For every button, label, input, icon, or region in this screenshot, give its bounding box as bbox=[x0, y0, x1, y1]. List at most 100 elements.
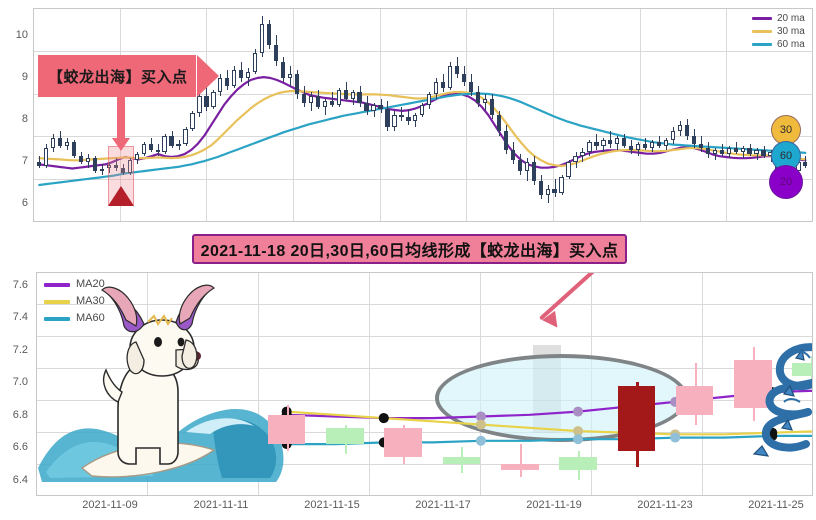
candle-body-down bbox=[267, 414, 306, 445]
candle-body-up bbox=[127, 160, 132, 173]
candle-body-down bbox=[489, 98, 495, 115]
y-tick: 6.6 bbox=[12, 441, 28, 454]
ma-badge-label: 60 bbox=[779, 150, 793, 162]
y-tick: 7.0 bbox=[12, 376, 28, 389]
candle-body-down bbox=[204, 96, 209, 107]
candle-body-down bbox=[552, 189, 557, 194]
candle-body-up bbox=[636, 143, 641, 150]
candle-body-up bbox=[99, 168, 105, 171]
candle-wick bbox=[743, 145, 744, 159]
callout-banner-label: 【蛟龙出海】买入点 bbox=[48, 68, 188, 86]
gridline-vertical bbox=[369, 272, 370, 496]
candle-body-down bbox=[496, 115, 502, 132]
candle-body-up bbox=[134, 154, 139, 161]
gridline-horizontal bbox=[33, 136, 813, 137]
candle-body-up bbox=[587, 141, 592, 153]
surfing-dog-icon bbox=[36, 272, 296, 496]
ma-point-marker bbox=[573, 406, 584, 417]
candle-body-down bbox=[622, 137, 627, 146]
candle-body-up bbox=[371, 104, 376, 111]
x-tick: 2021-11-25 bbox=[748, 499, 804, 511]
legend-item: MA20 bbox=[44, 276, 105, 293]
candle-body-up bbox=[792, 362, 813, 376]
candle-body-down bbox=[92, 158, 98, 171]
ma-badge-20: 20 bbox=[769, 165, 803, 199]
candle-body-down bbox=[734, 359, 772, 409]
candle-body-up bbox=[322, 100, 327, 107]
candle-body-down bbox=[280, 61, 286, 78]
ma-point-marker bbox=[281, 406, 292, 417]
candle-wick bbox=[332, 92, 333, 107]
x-tick: 2021-11-15 bbox=[304, 499, 360, 511]
candle-wick bbox=[610, 131, 611, 148]
candle-body-down bbox=[343, 90, 348, 99]
y-tick: 6.4 bbox=[12, 473, 28, 486]
candle-body-up bbox=[197, 96, 202, 113]
candle-body-up bbox=[183, 129, 188, 144]
candle-wick bbox=[701, 135, 702, 153]
candle-body-up bbox=[712, 149, 717, 155]
legend-label: 60 ma bbox=[777, 39, 805, 50]
candle-body-up bbox=[308, 96, 314, 103]
candle-body-down bbox=[385, 108, 390, 128]
candle-body-down bbox=[113, 165, 119, 168]
candle-body-up bbox=[287, 73, 293, 78]
signal-title-banner: 2021-11-18 20日,30日,60日均线形成【蛟龙出海】买入点 bbox=[192, 234, 627, 264]
candle-body-up bbox=[670, 131, 676, 140]
candle-body-down bbox=[531, 162, 536, 181]
legend-label: MA60 bbox=[76, 312, 105, 324]
candle-body-up bbox=[259, 24, 265, 54]
blue-dragon-icon bbox=[736, 328, 813, 468]
candle-body-down bbox=[719, 149, 724, 155]
gridline-horizontal bbox=[33, 94, 813, 95]
ma-badge-30: 30 bbox=[771, 115, 801, 145]
candle-body-down bbox=[357, 92, 362, 103]
candle-wick bbox=[715, 147, 716, 161]
y-tick: 6 bbox=[21, 197, 28, 209]
legend-swatch-60ma bbox=[752, 43, 772, 46]
candle-body-down bbox=[266, 24, 272, 46]
gridline-vertical bbox=[206, 8, 207, 222]
candle-body-down bbox=[698, 143, 704, 148]
candle-body-up bbox=[253, 53, 258, 72]
candle-body-up bbox=[427, 94, 432, 105]
candle-body-up bbox=[566, 162, 571, 177]
candle-body-down bbox=[315, 96, 320, 107]
gridline-horizontal bbox=[36, 304, 813, 305]
candle-body-down bbox=[684, 125, 690, 136]
candle-body-up bbox=[392, 115, 397, 128]
candle-body-down bbox=[475, 92, 481, 103]
candle-body-up bbox=[601, 139, 606, 146]
candle-body-down bbox=[629, 145, 634, 150]
ma-point-marker bbox=[475, 435, 486, 446]
candle-wick bbox=[520, 444, 522, 477]
candle-body-down bbox=[510, 149, 515, 161]
signal-title-text: 2021-11-18 20日,30日,60日均线形成【蛟龙出海】买入点 bbox=[200, 243, 619, 260]
candle-body-down bbox=[461, 73, 467, 83]
bottom-chart-y-axis: 7.6 7.4 7.2 7.0 6.8 6.6 6.4 bbox=[0, 268, 32, 496]
top-chart-legend: 20 ma 30 ma 60 ma bbox=[752, 12, 805, 51]
legend-swatch-ma60 bbox=[44, 316, 70, 321]
candle-body-up bbox=[434, 82, 439, 95]
candle-body-down bbox=[761, 149, 766, 157]
x-tick: 2021-11-11 bbox=[193, 499, 249, 511]
candle-wick bbox=[757, 147, 758, 161]
candle-body-up bbox=[559, 457, 597, 471]
candle-body-up bbox=[442, 457, 481, 464]
callout-arrow-shaft bbox=[117, 88, 125, 140]
candle-wick bbox=[401, 106, 402, 122]
candle-body-up bbox=[246, 71, 251, 78]
gridline-horizontal bbox=[36, 368, 813, 369]
plot-background bbox=[33, 8, 813, 222]
candle-body-down bbox=[364, 102, 369, 111]
candle-body-up bbox=[573, 156, 578, 163]
top-chart: 10 9 8 7 6 【蛟龙出海】买入点 20 ma bbox=[0, 0, 816, 230]
ma-badge-label: 30 bbox=[779, 124, 793, 136]
candle-body-down bbox=[37, 162, 42, 167]
candle-body-down bbox=[294, 73, 300, 95]
candle-body-up bbox=[413, 115, 418, 122]
buy-point-triangle-marker bbox=[108, 186, 134, 206]
candle-body-up bbox=[85, 158, 91, 163]
candle-wick bbox=[485, 94, 486, 111]
candle-body-down bbox=[803, 162, 808, 167]
